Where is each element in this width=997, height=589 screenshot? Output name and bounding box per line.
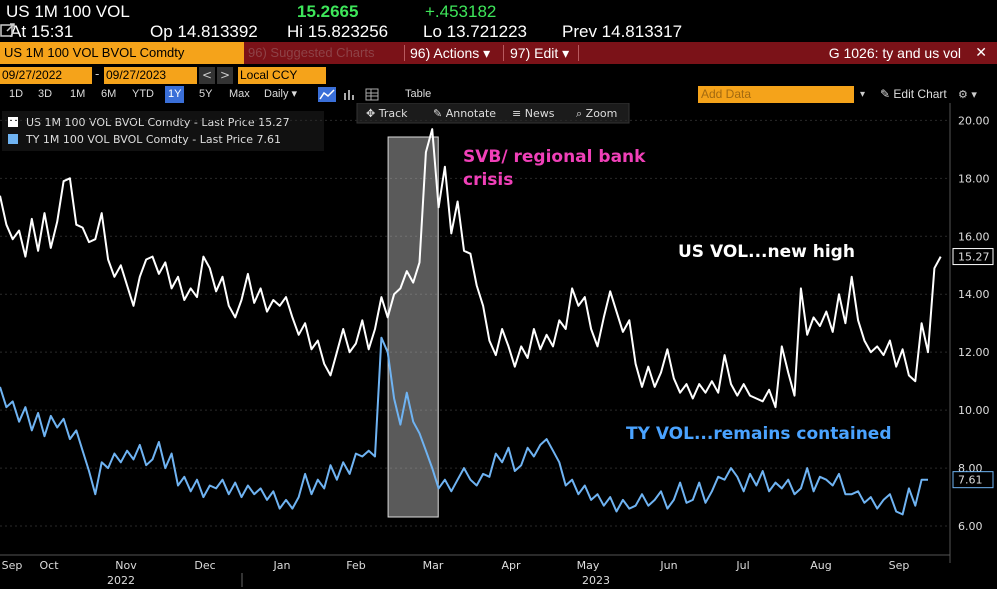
- y-tick-label: 14.00: [958, 288, 990, 301]
- x-tick-label: May: [577, 559, 600, 572]
- price-change: +.453182: [425, 2, 497, 21]
- currency-select[interactable]: Local CCY: [238, 67, 326, 84]
- ticker-label: US 1M 100 VOL: [6, 2, 130, 21]
- table-icon[interactable]: [364, 87, 380, 102]
- table-button[interactable]: Table: [405, 88, 432, 100]
- svb-highlight-rect: [387, 136, 439, 518]
- legend-label-us: US 1M 100 VOL BVOL Comdty - Last Price 1…: [26, 116, 290, 129]
- range-ytd-button[interactable]: YTD: [132, 88, 154, 100]
- chart-title: G 1026: ty and us vol: [828, 45, 961, 61]
- edit-chart-button[interactable]: ✎ Edit Chart: [880, 87, 947, 101]
- last-value-text-us: 15.27: [958, 251, 990, 264]
- legend-swatch-us: [8, 117, 18, 127]
- actions-menu-button[interactable]: 96) Actions ▾: [410, 45, 491, 61]
- popout-icon[interactable]: [0, 22, 16, 38]
- x-tick-label: Feb: [346, 559, 365, 572]
- range-3d-button[interactable]: 3D: [38, 88, 53, 100]
- last-value-box-ty: [952, 471, 994, 489]
- chevron-down-icon[interactable]: ▾: [860, 89, 866, 100]
- range-1y-button[interactable]: 1Y: [165, 86, 185, 103]
- last-value-label-ty: 7.61: [952, 471, 994, 489]
- security-field[interactable]: US 1M 100 VOL BVOL Comdty: [0, 42, 244, 64]
- chart-area: ✥ Track ✎ Annotate ≡ News ⌕ Zoom US 1M 1…: [0, 103, 997, 589]
- last-value-label-us: 15.27: [952, 248, 994, 266]
- chart-tools-bg: [356, 103, 630, 124]
- bar-chart-icon[interactable]: [342, 87, 358, 102]
- x-axis: Sep Oct Nov Dec Jan Feb Mar Apr May Jun Jul Aug Sep 2…: [0, 554, 950, 587]
- zoom-button[interactable]: ⌕ Zoom: [576, 107, 617, 120]
- us-vol-line: [0, 128, 942, 409]
- track-button[interactable]: ✥ Track: [366, 107, 408, 120]
- legend-label-ty: TY 1M 100 VOL BVOL Comdty - Last Price 7…: [25, 133, 281, 146]
- x-year-label: 2022: [107, 574, 135, 587]
- suggested-charts-button[interactable]: 96) Suggested Charts: [248, 45, 375, 60]
- x-tick-label: Jun: [659, 559, 677, 572]
- x-tick-label: Sep: [889, 559, 910, 572]
- y-axis: 20.0018.0016.0014.0012.0010.008.006.0015…: [949, 103, 994, 563]
- last-price: 15.2665: [297, 2, 359, 21]
- close-icon[interactable]: ✕: [975, 45, 987, 61]
- y-tick-label: 6.00: [958, 520, 983, 533]
- high-price: Hi 15.823256: [287, 22, 389, 41]
- x-tick-label: Dec: [194, 559, 215, 572]
- frequency-select[interactable]: Daily ▾: [264, 88, 298, 100]
- chart-toolbar: US 1M 100 VOL BVOL Comdty 96) Suggested …: [0, 42, 997, 64]
- series-group: [0, 128, 942, 516]
- y-tick-label: 10.00: [958, 404, 990, 417]
- annotate-button[interactable]: ✎ Annotate: [433, 107, 496, 120]
- annotation-svb-line1: SVB/ regional bank: [463, 147, 646, 167]
- x-year-label: 2023: [582, 574, 610, 587]
- last-value-box-us: [952, 248, 994, 266]
- last-value-text-ty: 7.61: [958, 474, 983, 487]
- x-tick-label: Jan: [273, 559, 291, 572]
- open-price: Op 14.813392: [150, 22, 258, 41]
- low-price: Lo 13.721223: [423, 22, 527, 41]
- annotation-ty-vol: TY VOL...remains contained: [626, 424, 892, 444]
- y-tick-label: 16.00: [958, 230, 990, 243]
- settings-icon[interactable]: ⚙ ▾: [958, 88, 977, 101]
- date-separator: -: [95, 67, 100, 81]
- x-tick-label: Apr: [501, 559, 521, 572]
- toolbar-divider: [503, 45, 504, 61]
- last-time: At 15:31: [10, 22, 74, 41]
- legend-bg: [2, 111, 324, 151]
- end-date-field[interactable]: 09/27/2023: [104, 67, 197, 84]
- range-5y-button[interactable]: 5Y: [199, 88, 213, 100]
- x-tick-label: Oct: [39, 559, 59, 572]
- x-tick-label: Aug: [810, 559, 831, 572]
- chart-tools: ✥ Track ✎ Annotate ≡ News ⌕ Zoom: [356, 103, 630, 124]
- y-tick-label: 20.00: [958, 114, 990, 127]
- start-date-field[interactable]: 09/27/2022: [0, 67, 92, 84]
- x-tick-label: Jul: [735, 559, 749, 572]
- range-max-button[interactable]: Max: [229, 88, 250, 100]
- chart-svg[interactable]: ✥ Track ✎ Annotate ≡ News ⌕ Zoom US 1M 1…: [0, 103, 997, 589]
- y-tick-label: 18.00: [958, 172, 990, 185]
- toolbar-divider: [578, 45, 579, 61]
- range-1m-button[interactable]: 1M: [70, 88, 86, 100]
- add-data-input[interactable]: Add Data: [698, 86, 854, 103]
- range-1d-button[interactable]: 1D: [9, 88, 24, 100]
- legend: US 1M 100 VOL BVOL Comdty - Last Price 1…: [2, 111, 324, 151]
- x-tick-label: Mar: [423, 559, 444, 572]
- line-chart-icon[interactable]: [318, 87, 336, 102]
- toolbar-divider: [404, 45, 405, 61]
- highlight-band: [387, 136, 439, 518]
- next-period-button[interactable]: >: [217, 67, 233, 84]
- prev-period-button[interactable]: <: [199, 67, 215, 84]
- ty-vol-line: [0, 336, 928, 516]
- annotation-svb-line2: crisis: [463, 170, 513, 190]
- quote-bar: US 1M 100 VOL 15.2665 +.453182 At 15:31 …: [0, 0, 997, 42]
- annotation-us-vol: US VOL...new high: [678, 242, 855, 262]
- x-tick-label: Sep: [2, 559, 23, 572]
- x-tick-label: Nov: [115, 559, 137, 572]
- prev-price: Prev 14.813317: [562, 22, 683, 41]
- edit-menu-button[interactable]: 97) Edit ▾: [510, 45, 570, 61]
- range-bar: 1D 3D 1M 6M YTD 1Y 5Y Max Daily ▾ Table …: [0, 86, 997, 103]
- date-range-bar: 09/27/2022 - 09/27/2023 < > Local CCY: [0, 64, 997, 86]
- range-6m-button[interactable]: 6M: [101, 88, 117, 100]
- legend-swatch-ty: [8, 134, 18, 144]
- news-button[interactable]: ≡ News: [512, 107, 555, 120]
- gridlines: [0, 119, 950, 527]
- y-tick-label: 12.00: [958, 346, 990, 359]
